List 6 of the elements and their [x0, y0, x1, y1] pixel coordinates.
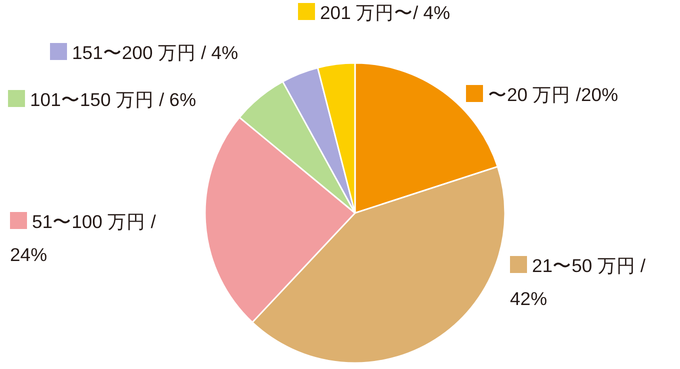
legend-label: 51〜100 万円 / 24% [10, 211, 157, 265]
legend-label: 101〜150 万円 / 6% [30, 89, 196, 110]
legend-label: 〜20 万円 /20% [488, 84, 618, 105]
legend-label: 151〜200 万円 / 4% [72, 42, 238, 63]
legend-label: 201 万円〜/ 4% [320, 2, 450, 23]
legend-label: 21〜50 万円 / 42% [510, 255, 646, 309]
